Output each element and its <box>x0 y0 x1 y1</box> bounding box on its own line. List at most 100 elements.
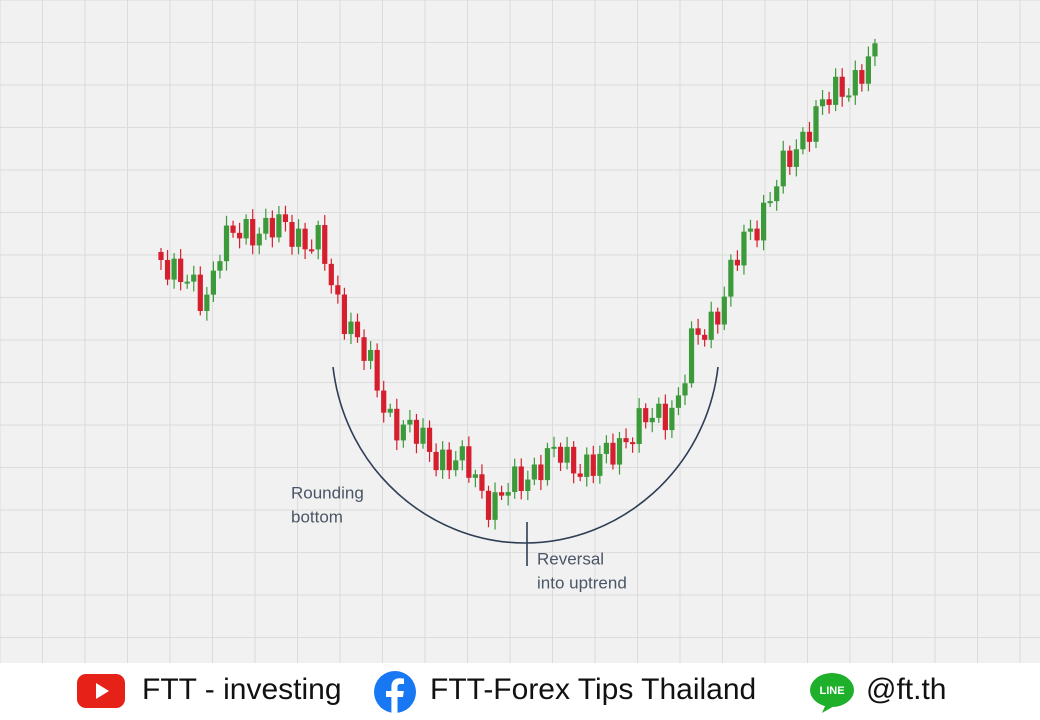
candle-body <box>616 438 623 465</box>
candle-body <box>721 296 727 325</box>
paper-grid <box>0 0 1040 663</box>
candle-body <box>505 492 511 496</box>
candle-body <box>348 321 354 335</box>
candle-body <box>263 217 269 234</box>
candle-body <box>204 294 210 312</box>
candle-body <box>800 131 806 150</box>
candle-body <box>636 408 642 444</box>
candle-body <box>472 474 478 478</box>
candle-body <box>276 214 282 238</box>
candle-body <box>852 70 858 96</box>
candle-body <box>433 451 439 471</box>
annotation-text: into uptrend <box>537 573 627 592</box>
candle-body <box>754 228 760 241</box>
candle-body <box>295 228 302 247</box>
candle-body <box>197 274 203 312</box>
candle-body <box>223 225 230 262</box>
candle-body <box>806 131 813 142</box>
candle-body <box>774 186 780 202</box>
candle-body <box>420 427 426 444</box>
candle-body <box>669 407 675 431</box>
candle-body <box>250 219 256 246</box>
candle-body <box>728 259 734 297</box>
candle-body <box>184 281 190 284</box>
candle-body <box>394 408 400 441</box>
candle-body <box>649 417 655 423</box>
candle-body <box>426 427 433 452</box>
youtube-icon[interactable] <box>76 671 126 711</box>
candle-body <box>603 442 609 454</box>
candle-body <box>826 99 832 105</box>
candle-body <box>780 150 786 187</box>
candle-body <box>407 419 413 425</box>
candle-body <box>440 449 446 471</box>
candle-body <box>171 258 177 280</box>
footer: FTT - investing FTT-Forex Tips Thailand … <box>0 663 1040 720</box>
candle-body <box>217 261 223 271</box>
candle-body <box>695 328 701 335</box>
candle-body <box>178 258 184 283</box>
candle-body <box>518 466 524 491</box>
candle-body <box>747 228 754 232</box>
candle-body <box>813 106 819 142</box>
candle-body <box>767 201 773 204</box>
candle-body <box>453 460 459 471</box>
candle-body <box>630 442 636 445</box>
footer-text: FTT - investing <box>142 673 342 706</box>
candle-body <box>702 334 708 340</box>
candle-body <box>675 395 682 408</box>
candle-body <box>282 214 289 223</box>
candle-body <box>597 453 603 476</box>
candle-body <box>361 337 367 361</box>
candle-body <box>459 446 465 461</box>
candle-body <box>158 252 164 260</box>
candles <box>158 38 878 530</box>
facebook-icon[interactable] <box>373 670 417 714</box>
candle-body <box>413 419 420 444</box>
rounding-curve <box>332 366 719 544</box>
candle-body <box>368 349 374 361</box>
candle-body <box>492 492 498 520</box>
svg-text:LINE: LINE <box>819 685 844 697</box>
candle-body <box>846 95 852 98</box>
candle-body <box>761 202 767 241</box>
candle-body <box>525 479 531 491</box>
candle-body <box>872 43 878 57</box>
candle-body <box>708 311 714 340</box>
candle-body <box>557 446 564 463</box>
candle-body <box>315 225 321 250</box>
candle-body <box>446 449 452 471</box>
candle-body <box>819 99 826 107</box>
candle-body <box>741 231 747 266</box>
candle-body <box>164 259 171 280</box>
candle-body <box>531 464 537 480</box>
candle-body <box>623 438 629 443</box>
candle-body <box>499 492 505 496</box>
candle-body <box>643 408 649 423</box>
candle-body <box>335 285 341 295</box>
candle-body <box>341 294 347 335</box>
candle-body <box>590 454 596 476</box>
candle-body <box>243 219 249 239</box>
candle-body <box>865 56 871 84</box>
candle-body <box>656 403 662 418</box>
footer-text: FTT-Forex Tips Thailand <box>430 673 757 706</box>
candle-body <box>256 233 262 246</box>
candle-body <box>328 263 334 286</box>
line-icon[interactable]: LINE <box>808 672 856 714</box>
candle-body <box>682 383 688 396</box>
footer-text: @ft.th <box>866 673 947 706</box>
candle-body <box>793 149 799 167</box>
candle-body <box>839 76 845 97</box>
candle-body <box>577 473 583 477</box>
annotation-text: Rounding <box>291 483 364 502</box>
candle-body <box>551 446 557 449</box>
candle-body <box>538 464 544 481</box>
annotation-text: Reversal <box>537 549 604 568</box>
candle-body <box>269 217 275 238</box>
candle-body <box>859 70 865 84</box>
annotation-text: bottom <box>291 507 343 526</box>
candle-body <box>210 270 216 295</box>
candle-body <box>230 225 236 233</box>
